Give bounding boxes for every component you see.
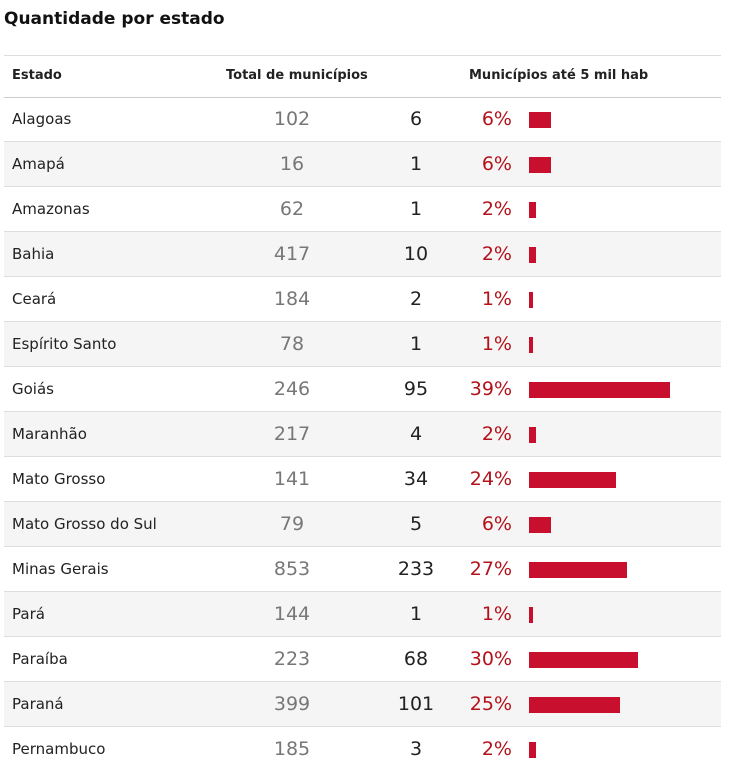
table-row: Paraíba 223 68 30% bbox=[4, 637, 721, 682]
total: 62 bbox=[279, 198, 305, 220]
bar bbox=[529, 292, 533, 308]
table-row: Amapá 16 1 6% bbox=[4, 142, 721, 187]
percent: 6% bbox=[481, 108, 512, 130]
small-count: 1 bbox=[409, 333, 423, 355]
small-count: 68 bbox=[403, 648, 429, 670]
percent: 1% bbox=[481, 603, 512, 625]
state: Maranhão bbox=[12, 425, 87, 443]
bar bbox=[529, 697, 620, 713]
total: 184 bbox=[273, 288, 311, 310]
small-count: 1 bbox=[409, 153, 423, 175]
percent: 6% bbox=[481, 153, 512, 175]
percent: 1% bbox=[481, 288, 512, 310]
small-count: 95 bbox=[403, 378, 429, 400]
small-count: 101 bbox=[397, 693, 435, 715]
total: 246 bbox=[273, 378, 311, 400]
state: Minas Gerais bbox=[12, 560, 109, 578]
table-row: Minas Gerais 853 233 27% bbox=[4, 547, 721, 592]
table-row: Bahia 417 10 2% bbox=[4, 232, 721, 277]
percent: 27% bbox=[469, 558, 512, 580]
bar bbox=[529, 562, 627, 578]
bar bbox=[529, 427, 537, 443]
total: 399 bbox=[273, 693, 311, 715]
header-cell: Total de municípios bbox=[226, 68, 368, 83]
bar bbox=[529, 112, 551, 128]
state: Amazonas bbox=[12, 200, 90, 218]
header-cell: Estado bbox=[12, 68, 62, 83]
percent: 39% bbox=[469, 378, 512, 400]
percent: 24% bbox=[469, 468, 512, 490]
table-row: Paraná 399 101 25% bbox=[4, 682, 721, 727]
state: Paraná bbox=[12, 695, 64, 713]
state: Mato Grosso bbox=[12, 470, 106, 488]
total: 853 bbox=[273, 558, 311, 580]
state: Bahia bbox=[12, 245, 55, 263]
percent: 2% bbox=[481, 198, 512, 220]
total: 78 bbox=[279, 333, 305, 355]
small-count: 3 bbox=[409, 738, 423, 760]
bar bbox=[529, 607, 533, 623]
state: Mato Grosso do Sul bbox=[12, 515, 157, 533]
small-count: 6 bbox=[409, 108, 423, 130]
state: Ceará bbox=[12, 290, 57, 308]
bar bbox=[529, 472, 616, 488]
bar bbox=[529, 382, 671, 398]
total: 141 bbox=[273, 468, 311, 490]
title: Quantidade por estado bbox=[4, 9, 225, 29]
small-count: 1 bbox=[409, 198, 423, 220]
total: 102 bbox=[273, 108, 311, 130]
state: Amapá bbox=[12, 155, 65, 173]
table-row: Pará 144 1 1% bbox=[4, 592, 721, 637]
state: Goiás bbox=[12, 380, 54, 398]
total: 417 bbox=[273, 243, 311, 265]
total: 223 bbox=[273, 648, 311, 670]
state: Pará bbox=[12, 605, 45, 623]
percent: 6% bbox=[481, 513, 512, 535]
total: 185 bbox=[273, 738, 311, 760]
bar bbox=[529, 742, 537, 758]
small-count: 233 bbox=[397, 558, 435, 580]
small-count: 1 bbox=[409, 603, 423, 625]
table-row: Ceará 184 2 1% bbox=[4, 277, 721, 322]
percent: 2% bbox=[481, 243, 512, 265]
total: 79 bbox=[279, 513, 305, 535]
table-row: Espírito Santo 78 1 1% bbox=[4, 322, 721, 367]
total: 144 bbox=[273, 603, 311, 625]
table-row: Goiás 246 95 39% bbox=[4, 367, 721, 412]
bar bbox=[529, 202, 537, 218]
table-row: Maranhão 217 4 2% bbox=[4, 412, 721, 457]
bar bbox=[529, 517, 551, 533]
state: Paraíba bbox=[12, 650, 68, 668]
percent: 30% bbox=[469, 648, 512, 670]
table-row: Amazonas 62 1 2% bbox=[4, 187, 721, 232]
state: Espírito Santo bbox=[12, 335, 117, 353]
table-row: Mato Grosso 141 34 24% bbox=[4, 457, 721, 502]
total: 217 bbox=[273, 423, 311, 445]
small-count: 5 bbox=[409, 513, 423, 535]
header-cell: Municípios até 5 mil hab bbox=[469, 68, 649, 83]
table-header: Estado Total de municípios Municípios at… bbox=[4, 55, 721, 98]
percent: 25% bbox=[469, 693, 512, 715]
bar bbox=[529, 652, 638, 668]
small-count: 34 bbox=[403, 468, 429, 490]
percent: 2% bbox=[481, 423, 512, 445]
state: Alagoas bbox=[12, 110, 72, 128]
table-row: Pernambuco 185 3 2% bbox=[4, 727, 721, 763]
table-row: Mato Grosso do Sul 79 5 6% bbox=[4, 502, 721, 547]
total: 16 bbox=[279, 153, 305, 175]
bar bbox=[529, 157, 551, 173]
state: Pernambuco bbox=[12, 740, 106, 758]
table-row: Alagoas 102 6 6% bbox=[4, 97, 721, 142]
small-count: 4 bbox=[409, 423, 423, 445]
small-count: 2 bbox=[409, 288, 423, 310]
percent: 1% bbox=[481, 333, 512, 355]
bar bbox=[529, 247, 537, 263]
percent: 2% bbox=[481, 738, 512, 760]
small-count: 10 bbox=[403, 243, 429, 265]
bar bbox=[529, 337, 533, 353]
